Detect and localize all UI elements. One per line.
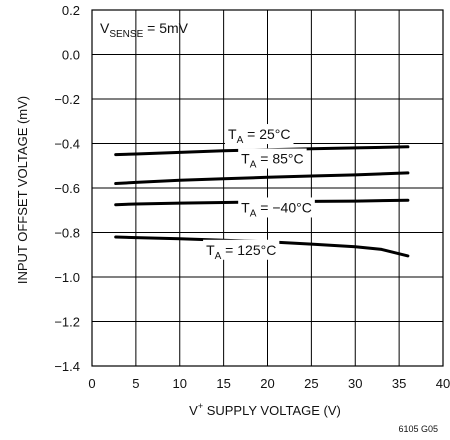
series-label: TA = 85°C: [241, 151, 303, 171]
y-tick-label: −1.4: [54, 359, 80, 374]
y-tick-label: −0.6: [54, 181, 80, 196]
series-label-background: [238, 197, 315, 218]
series-label-rest: = 125°C: [221, 242, 276, 258]
y-tick-label: −1.0: [54, 270, 80, 285]
y-axis-title: INPUT OFFSET VOLTAGE (mV): [15, 96, 30, 284]
series-label-rest: = 25°C: [243, 126, 290, 142]
series-label-sub: A: [215, 251, 222, 262]
x-tick-label: 30: [348, 376, 362, 391]
series-label-background: [203, 239, 280, 260]
series-label-main: T: [206, 242, 215, 258]
y-tick-label: −1.2: [54, 315, 80, 330]
y-tick-label: −0.4: [54, 137, 80, 152]
x-tick-label: 15: [216, 376, 230, 391]
x-tick-label: 20: [260, 376, 274, 391]
series-label-rest: = −40°C: [256, 199, 311, 215]
y-tick-label: −0.8: [54, 226, 80, 241]
series-labels: TA = 25°CTA = 85°CTA = −40°CTA = 125°C: [203, 124, 315, 262]
series-label-rest: = 85°C: [256, 151, 303, 167]
grid: [91, 9, 444, 367]
chart-annotation: VSENSE = 5mV: [100, 20, 189, 40]
x-tick-label: 25: [304, 376, 318, 391]
x-axis-title-rest: SUPPLY VOLTAGE (V): [203, 403, 341, 418]
series-line: [114, 171, 410, 185]
y-tick-label: −0.2: [54, 92, 80, 107]
series-label-main: T: [241, 151, 250, 167]
annotation-sub: SENSE: [109, 29, 143, 40]
figure-id: 6105 G05: [398, 424, 438, 434]
x-tick-label: 40: [436, 376, 450, 391]
x-tick-label: 5: [132, 376, 139, 391]
y-tick-label: 0.2: [62, 3, 80, 18]
plot-frame: [91, 9, 444, 367]
series-label: TA = 25°C: [228, 126, 290, 146]
y-tick-label: 0.0: [62, 48, 80, 63]
series-label: TA = −40°C: [241, 199, 312, 219]
series-label-sub: A: [237, 135, 244, 146]
tick-labels: 0 5 10 15 20 25 30 35 40 0.2 0.0 −0.2 −0.4 −0.6 −0.8 −1…: [54, 3, 450, 391]
x-tick-label: 10: [173, 376, 187, 391]
series-label-background: [238, 148, 307, 169]
series-label-sub: A: [250, 208, 257, 219]
series-label-main: T: [241, 199, 250, 215]
x-tick-label: 0: [88, 376, 95, 391]
series-label-background: [225, 124, 294, 145]
annotation-main: V: [100, 20, 110, 36]
series-label-sub: A: [250, 160, 257, 171]
x-axis-title-main: V: [189, 403, 198, 418]
x-tick-label: 35: [392, 376, 406, 391]
x-axis-title-sup: +: [198, 401, 203, 411]
x-axis-title: V+ SUPPLY VOLTAGE (V): [189, 401, 341, 418]
series-label-main: T: [228, 126, 237, 142]
annotation-rest: = 5mV: [143, 20, 188, 36]
series-label: TA = 125°C: [206, 242, 276, 262]
